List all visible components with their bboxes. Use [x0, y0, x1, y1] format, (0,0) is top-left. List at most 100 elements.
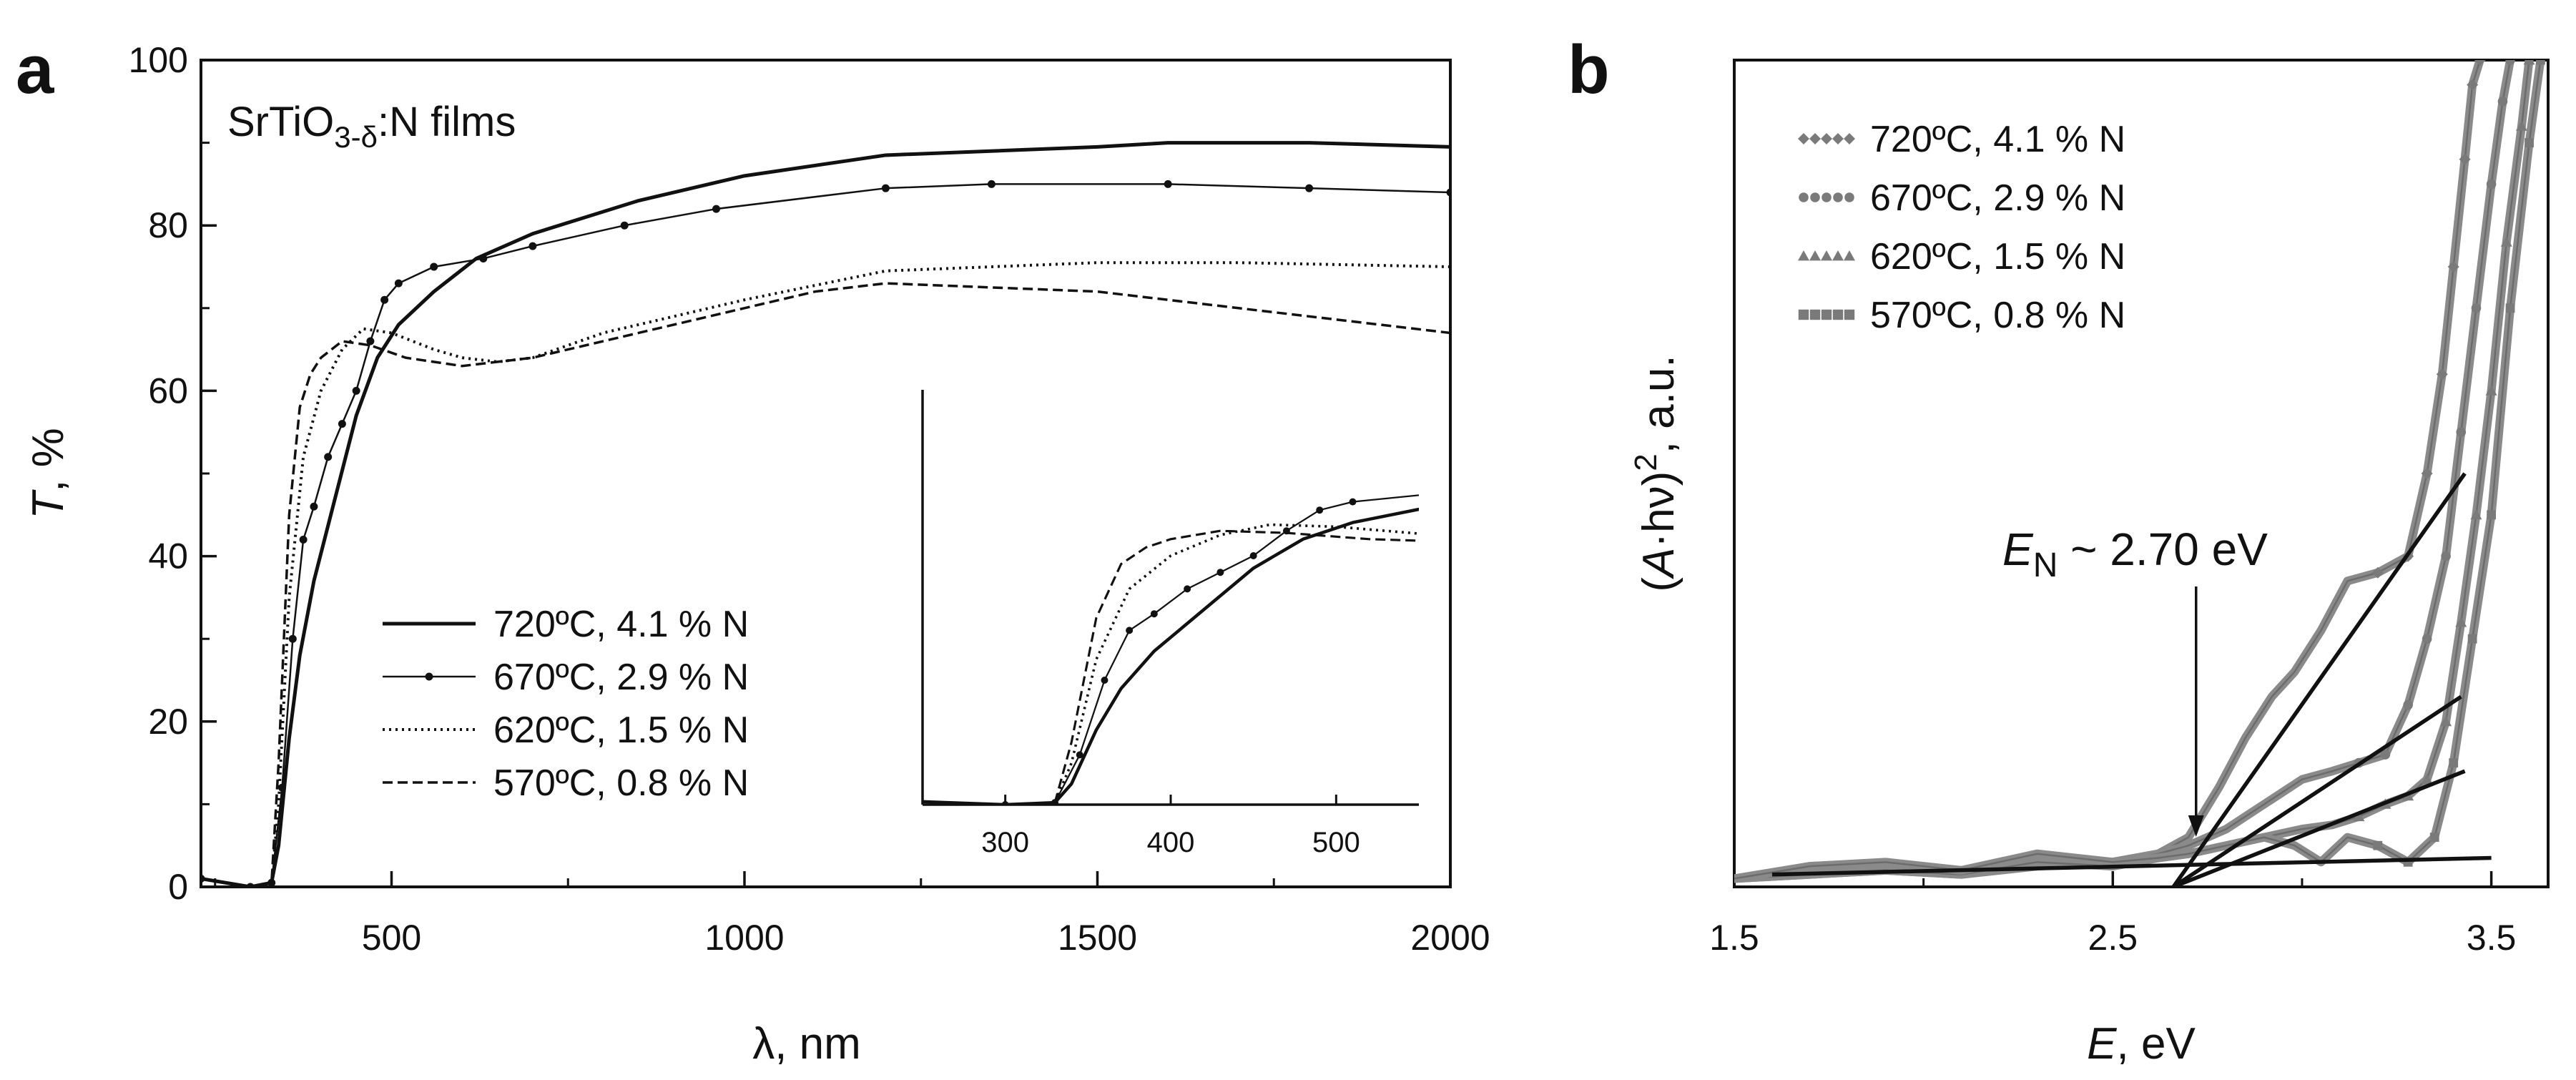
legend-b-marker-square: [1809, 309, 1821, 320]
data-point-a: [352, 386, 360, 395]
data-point-b: [2536, 60, 2545, 65]
data-point-b: [2467, 79, 2479, 91]
series-line-b-3: [1734, 60, 2542, 880]
y-tick-label-a: 80: [148, 205, 188, 245]
data-point-b: [2523, 60, 2535, 65]
tangent-fit-line-2: [2172, 769, 2466, 887]
data-point-a: [1446, 188, 1450, 197]
legend-b-marker-square: [1798, 309, 1809, 320]
data-point-b: [2515, 120, 2527, 131]
y-tick-label-a: 100: [129, 40, 188, 80]
tangent-fit-line-3: [1771, 855, 2492, 877]
data-point-a: [1305, 184, 1314, 192]
y-tick-label-a: 60: [148, 370, 188, 411]
inset-data-point: [1126, 627, 1134, 634]
inset-data-point: [1316, 506, 1324, 514]
data-point-b: [2441, 551, 2451, 561]
legend-b-marker-diamond: [1844, 133, 1855, 144]
legend-a: 720ºC, 4.1 % N 670ºC, 2.9 % N 620ºC, 1.5…: [383, 604, 749, 804]
series-line-a-2: [201, 261, 1450, 887]
data-point-b: [2505, 303, 2515, 313]
data-point-a: [987, 180, 996, 188]
data-point-b: [2421, 468, 2433, 479]
legend-b-marker-circle: [1844, 192, 1854, 202]
inset-series-group: [923, 494, 1419, 805]
data-point-b: [2500, 236, 2512, 247]
data-point-b: [2440, 715, 2452, 727]
x-axis-title-a: λ, nm: [752, 1019, 861, 1069]
legend-b-marker-triangle: [1809, 250, 1821, 261]
inset-data-point: [1076, 751, 1083, 759]
legend-b-marker-diamond: [1809, 133, 1821, 144]
series-group-b: [1734, 60, 2545, 883]
legend-b-marker-square: [1844, 309, 1855, 320]
inset-data-point: [1349, 498, 1357, 506]
panel-b: b 1.5 2.5 3.5 EN ~ 2.70 eV E, eV (A·hν)2, …: [1568, 31, 2550, 1069]
inset-data-point: [1184, 585, 1191, 593]
x-tick-label-a: 500: [362, 918, 421, 958]
data-point-b: [2429, 833, 2439, 843]
data-point-a: [620, 221, 629, 230]
data-point-a: [278, 783, 287, 792]
data-point-b: [2353, 810, 2365, 822]
x-tick-label-a: 1500: [1058, 918, 1137, 958]
data-point-b: [2436, 368, 2448, 381]
data-point-b: [2403, 699, 2413, 710]
x-axis-title-b: E, eV: [2087, 1019, 2196, 1069]
data-point-b: [2459, 153, 2471, 165]
data-point-b: [2467, 634, 2477, 644]
legend-b-label-620: 620ºC, 1.5 % N: [1870, 236, 2125, 278]
axis-ticks-a: 0 20 40 60 80 100 500 1000 1500 2000: [129, 40, 1490, 958]
y-tick-label-a: 0: [168, 867, 188, 907]
data-point-b: [2474, 60, 2486, 66]
data-point-b: [2471, 303, 2482, 313]
data-point-a: [299, 535, 308, 544]
data-point-a: [881, 184, 890, 192]
x-tick-label-b: 1.5: [1709, 918, 1759, 958]
data-point-a: [529, 242, 537, 250]
legend-b-marker-circle: [1799, 192, 1809, 202]
data-point-b: [2455, 617, 2467, 627]
data-point-b: [2380, 750, 2391, 760]
legend-b-marker-square: [1821, 309, 1832, 320]
data-point-b: [2421, 773, 2433, 785]
x-tick-label-b: 3.5: [2467, 918, 2517, 958]
panel-letter-b: b: [1568, 31, 1610, 108]
inset-series-line-2: [923, 523, 1419, 805]
legend-b-marker-diamond: [1798, 133, 1809, 144]
inset-series-line-0: [923, 507, 1419, 805]
data-point-a: [324, 453, 333, 461]
fit-lines-b: [1771, 472, 2492, 887]
inset-data-point: [1101, 677, 1108, 684]
series-line-b-2: [1734, 60, 2530, 880]
panel-a: a 0 20 40 60 80 100 500 1000 1500 2000 SrTiO3-δ:N…: [16, 31, 1490, 1069]
data-point-a: [366, 337, 375, 345]
y-axis-title-a: T, %: [24, 428, 73, 519]
legend-b-marker-triangle: [1832, 250, 1844, 261]
inset-chart: 300 400 500: [921, 390, 1419, 858]
band-gap-arrow: [2188, 586, 2204, 837]
data-point-a: [712, 205, 721, 213]
inset-data-point: [1150, 610, 1158, 618]
data-point-b: [2449, 758, 2459, 767]
data-point-b: [2505, 60, 2515, 65]
data-point-b: [2456, 427, 2467, 437]
legend-b: 720ºC, 4.1 % N 670ºC, 2.9 % N 620ºC, 1.5…: [1798, 119, 2125, 336]
data-point-b: [2371, 566, 2384, 579]
data-point-a: [430, 262, 438, 271]
inset-x-tick-label: 300: [981, 827, 1029, 858]
data-point-a: [288, 634, 297, 643]
panel-letter-a: a: [16, 31, 54, 108]
data-point-b: [2486, 179, 2497, 190]
x-tick-label-a: 2000: [1410, 918, 1490, 958]
series-line-a-0: [201, 141, 1450, 887]
legend-label-570: 570ºC, 0.8 % N: [493, 762, 749, 804]
series-band-b-3: [1734, 60, 2545, 883]
axis-ticks-b: 1.5 2.5 3.5: [1709, 871, 2516, 958]
legend-b-marker-triangle: [1844, 250, 1855, 261]
y-tick-label-a: 40: [148, 536, 188, 576]
legend-markers-b: [1798, 133, 1855, 320]
data-point-b: [2487, 510, 2497, 520]
legend-b-marker-diamond: [1821, 133, 1832, 144]
